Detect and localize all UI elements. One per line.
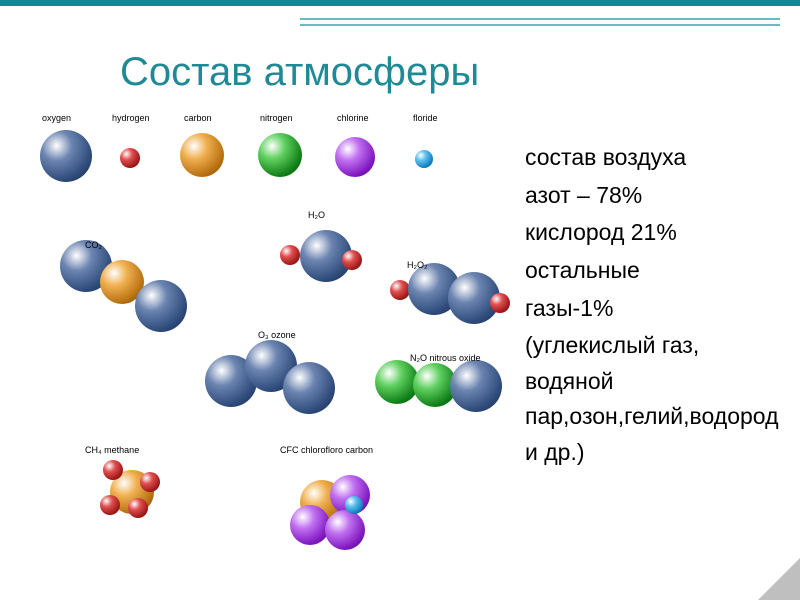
atom-sphere <box>180 133 224 177</box>
molecule-label: N₂O nitrous oxide <box>410 353 481 363</box>
atom-sphere <box>100 495 120 515</box>
atom-sphere <box>120 148 140 168</box>
atom-sphere <box>325 510 365 550</box>
atom-sphere <box>140 472 160 492</box>
molecule-label: O₃ ozone <box>258 330 296 340</box>
atom-sphere <box>290 505 330 545</box>
atom-label: floride <box>413 113 438 123</box>
atom-label: carbon <box>184 113 212 123</box>
molecule-label: H₂O₂ <box>407 260 428 270</box>
molecule-label: H₂O <box>308 210 325 220</box>
molecule-label: CH₄ methane <box>85 445 139 455</box>
composition-line: остальные <box>525 253 785 289</box>
slide-title: Состав атмосферы <box>120 50 479 95</box>
atom-sphere <box>415 150 433 168</box>
atom-label: chlorine <box>337 113 369 123</box>
atom-label: oxygen <box>42 113 71 123</box>
atom-sphere <box>335 137 375 177</box>
atom-label: hydrogen <box>112 113 150 123</box>
composition-text: состав воздуха азот – 78% кислород 21% о… <box>525 140 785 473</box>
top-line-1 <box>300 18 780 20</box>
composition-line: азот – 78% <box>525 178 785 214</box>
atom-sphere <box>450 360 502 412</box>
atom-sphere <box>490 293 510 313</box>
top-stripe <box>0 0 800 6</box>
composition-line: газы-1% <box>525 291 785 327</box>
atom-sphere <box>135 280 187 332</box>
composition-line: кислород 21% <box>525 215 785 251</box>
top-line-2 <box>300 24 780 26</box>
atom-label: nitrogen <box>260 113 293 123</box>
atom-sphere <box>258 133 302 177</box>
atom-sphere <box>283 362 335 414</box>
atom-sphere <box>390 280 410 300</box>
atom-sphere <box>345 496 363 514</box>
atom-sphere <box>40 130 92 182</box>
atom-sphere <box>342 250 362 270</box>
atom-sphere <box>128 498 148 518</box>
atom-sphere <box>280 245 300 265</box>
composition-heading: состав воздуха <box>525 140 785 176</box>
atom-sphere <box>103 460 123 480</box>
molecule-label: CFC chlorofloro carbon <box>280 445 373 455</box>
composition-line: (углекислый газ, водяной пар,озон,гелий,… <box>525 328 785 471</box>
page-curl-icon <box>758 558 800 600</box>
molecule-label: CO₂ <box>85 240 102 250</box>
